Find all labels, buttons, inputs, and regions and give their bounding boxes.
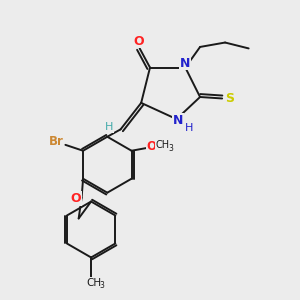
Text: H: H: [185, 123, 193, 133]
Text: Br: Br: [49, 135, 63, 148]
Text: O: O: [146, 140, 156, 153]
Text: CH: CH: [156, 140, 170, 150]
Text: 3: 3: [99, 281, 104, 290]
Text: O: O: [133, 34, 143, 48]
Text: S: S: [225, 92, 234, 105]
Text: O: O: [70, 192, 81, 205]
Text: 3: 3: [168, 144, 173, 153]
Text: N: N: [173, 114, 183, 127]
Text: CH: CH: [86, 278, 101, 288]
Text: H: H: [105, 122, 114, 132]
Text: N: N: [180, 57, 190, 70]
